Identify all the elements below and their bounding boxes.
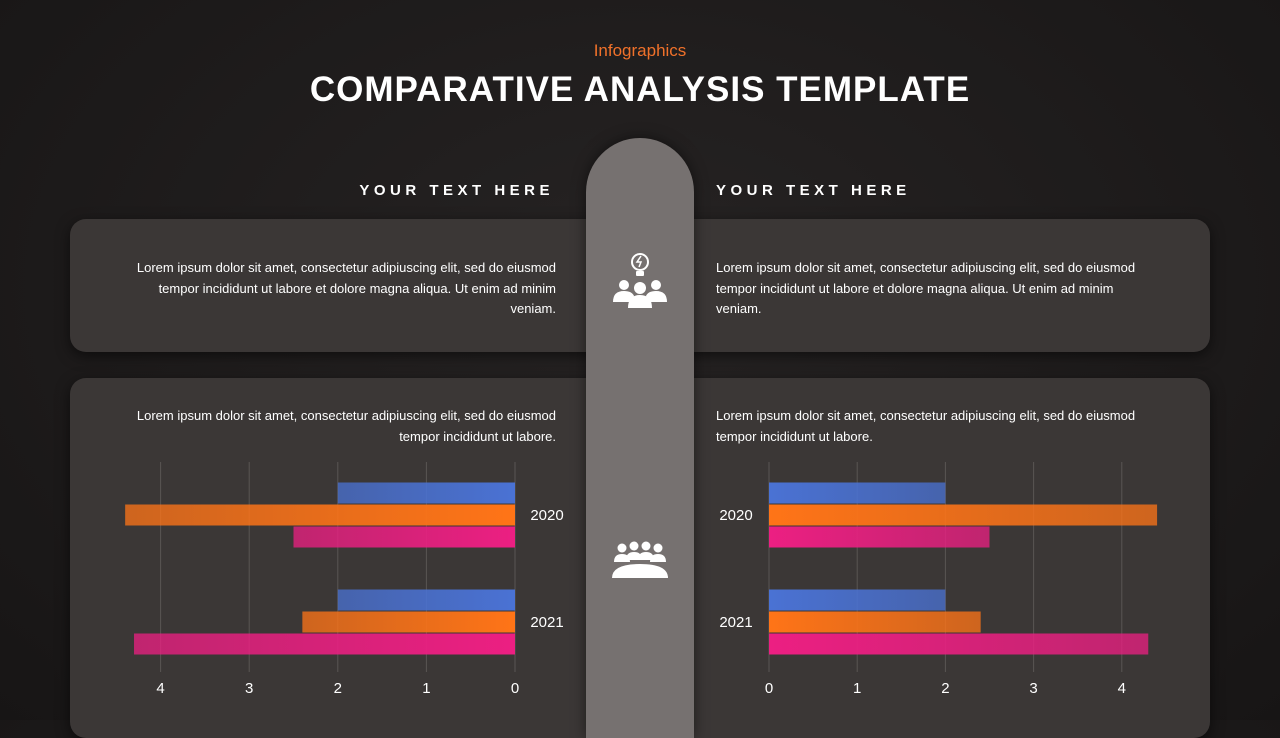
category-label: 2020	[530, 507, 563, 524]
x-tick-label: 2	[334, 680, 342, 697]
chart-text: Lorem ipsum dolor sit amet, consectetur …	[136, 408, 556, 444]
bar	[302, 611, 515, 633]
bar	[769, 589, 946, 611]
panel-text: Lorem ipsum dolor sit amet, consectetur …	[716, 260, 1136, 316]
panel-heading: YOUR TEXT HERE	[359, 182, 554, 199]
category-label: 2021	[530, 614, 563, 631]
panel-heading: YOUR TEXT HERE	[716, 182, 911, 199]
chart-text: Lorem ipsum dolor sit amet, consectetur …	[716, 408, 1136, 444]
meeting-icon	[612, 541, 668, 578]
x-tick-label: 4	[156, 680, 164, 697]
bar	[293, 526, 515, 548]
x-tick-label: 0	[511, 680, 519, 697]
x-tick-label: 2	[941, 680, 949, 697]
x-tick-label: 0	[765, 680, 773, 697]
bar	[125, 504, 515, 526]
bar	[337, 482, 515, 504]
bar	[769, 526, 990, 548]
category-label: 2020	[719, 507, 752, 524]
bar	[769, 611, 981, 633]
x-tick-label: 1	[422, 680, 430, 697]
x-tick-label: 4	[1118, 680, 1126, 697]
subtitle: Infographics	[593, 41, 687, 60]
title: COMPARATIVE ANALYSIS TEMPLATE	[309, 70, 971, 109]
bar	[769, 482, 946, 504]
charts: 0 1 2 3 4 2020 2021 0 1 2 3 4 2020 2021	[125, 253, 1158, 697]
x-tick-label: 3	[245, 680, 253, 697]
bar	[769, 504, 1158, 526]
bar	[134, 633, 515, 655]
bar	[769, 633, 1149, 655]
panel-text: Lorem ipsum dolor sit amet, consectetur …	[136, 260, 556, 316]
x-tick-label: 1	[853, 680, 861, 697]
bar	[337, 589, 515, 611]
x-tick-label: 3	[1029, 680, 1037, 697]
idea-team-icon	[613, 253, 667, 308]
center-pillar	[586, 138, 694, 738]
category-label: 2021	[719, 614, 752, 631]
